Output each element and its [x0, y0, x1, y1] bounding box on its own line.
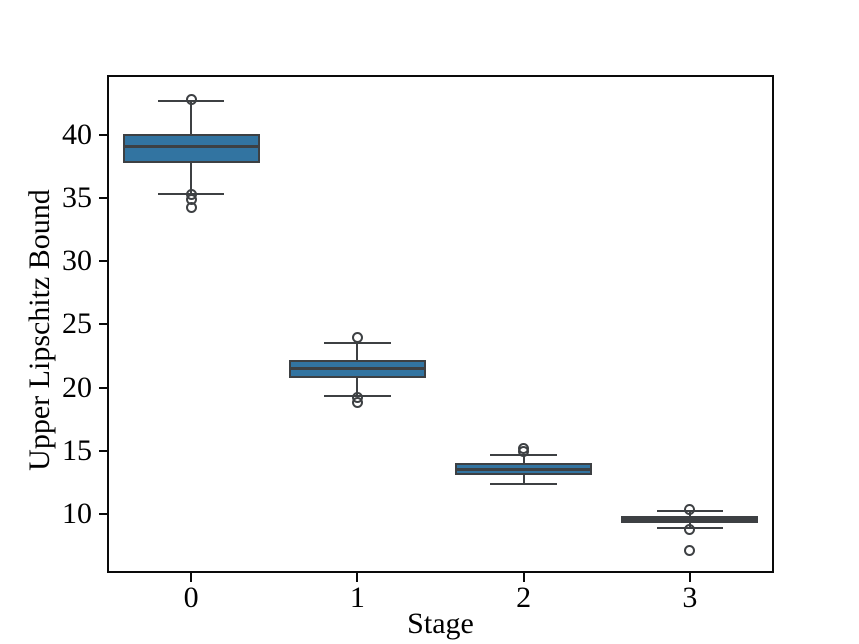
- x-tick-label: 1: [349, 581, 365, 614]
- outlier-point: [684, 503, 696, 515]
- lower-whisker: [356, 378, 359, 397]
- y-tick-label: 25: [62, 307, 92, 341]
- outlier-point: [185, 202, 197, 214]
- outlier-point: [351, 396, 363, 408]
- x-tick-mark: [356, 573, 359, 582]
- x-tick-label: 2: [516, 581, 532, 614]
- box: [122, 134, 260, 163]
- y-tick-label: 10: [62, 496, 92, 530]
- lower-whisker: [190, 162, 193, 195]
- y-tick-label: 40: [62, 117, 92, 151]
- y-tick-label: 35: [62, 181, 92, 215]
- lower-whisker-cap: [490, 483, 557, 486]
- median-line: [290, 367, 424, 371]
- y-tick-label: 20: [62, 370, 92, 404]
- median-line: [623, 518, 757, 522]
- y-tick-label: 15: [62, 433, 92, 467]
- median-line: [124, 144, 258, 148]
- x-axis-label: Stage: [407, 607, 474, 640]
- y-tick-mark: [99, 449, 108, 452]
- outlier-point: [351, 331, 363, 343]
- median-line: [457, 468, 591, 472]
- x-tick-label: 0: [183, 581, 199, 614]
- x-tick-mark: [190, 573, 193, 582]
- y-tick-mark: [99, 197, 108, 200]
- outlier-point: [518, 445, 530, 457]
- x-tick-label: 3: [682, 581, 698, 614]
- y-tick-mark: [99, 133, 108, 136]
- upper-whisker-cap: [324, 342, 391, 345]
- outlier-point: [684, 523, 696, 535]
- y-tick-mark: [99, 386, 108, 389]
- upper-whisker: [356, 343, 359, 361]
- x-tick-mark: [688, 573, 691, 582]
- y-tick-mark: [99, 512, 108, 515]
- lower-whisker: [522, 475, 525, 485]
- y-tick-label: 30: [62, 244, 92, 278]
- y-tick-mark: [99, 260, 108, 263]
- y-axis-label: Upper Lipschitz Bound: [23, 189, 56, 471]
- outlier-point: [684, 545, 696, 557]
- upper-whisker: [190, 100, 193, 135]
- y-tick-mark: [99, 323, 108, 326]
- upper-whisker: [522, 454, 525, 464]
- x-tick-mark: [522, 573, 525, 582]
- outlier-point: [185, 94, 197, 106]
